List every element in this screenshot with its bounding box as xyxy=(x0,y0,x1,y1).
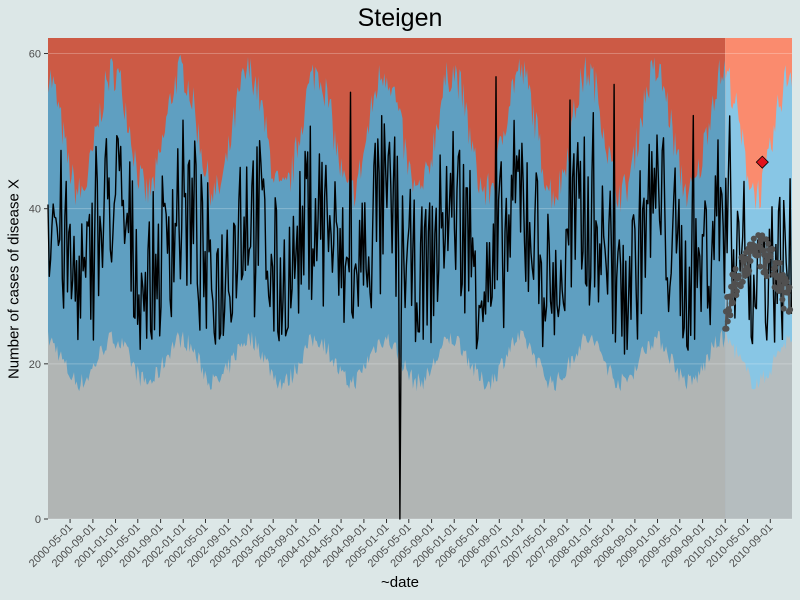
y-tick-label: 20 xyxy=(29,359,41,371)
forecast-point xyxy=(747,258,754,264)
forecast-point xyxy=(777,283,784,290)
y-tick-label: 0 xyxy=(35,514,41,526)
forecast-point xyxy=(726,293,733,300)
forecast-point xyxy=(727,312,734,319)
forecast-point xyxy=(731,280,738,287)
forecast-point xyxy=(763,236,770,243)
forecast-point xyxy=(762,268,769,275)
observed-series-tail xyxy=(749,178,793,345)
band-low-history xyxy=(48,329,726,519)
forecast-point xyxy=(746,267,753,274)
forecast-point xyxy=(739,278,746,285)
forecast-point xyxy=(761,252,768,258)
forecast-point xyxy=(759,247,766,254)
chart-title: Steigen xyxy=(357,4,443,32)
forecast-point xyxy=(787,306,794,313)
band-low-2010 xyxy=(725,331,792,519)
forecast-point xyxy=(754,252,761,259)
x-axis-title: ~date xyxy=(381,574,419,591)
forecast-point xyxy=(730,299,736,306)
y-tick-label: 40 xyxy=(29,204,41,216)
forecast-point xyxy=(772,264,779,271)
forecast-point xyxy=(779,296,786,303)
y-tick-label: 60 xyxy=(29,49,41,61)
alert-marker xyxy=(755,155,769,169)
forecast-point xyxy=(732,266,739,272)
observed-series-line xyxy=(47,76,752,520)
forecast-point xyxy=(767,253,774,260)
forecast-point xyxy=(750,235,757,242)
forecast-point xyxy=(780,305,787,312)
forecast-point xyxy=(759,232,766,239)
forecast-point xyxy=(765,240,772,247)
forecast-point xyxy=(786,284,793,291)
forecast-point xyxy=(757,263,764,270)
forecast-point xyxy=(764,257,771,264)
forecast-point xyxy=(724,318,731,325)
forecast-point xyxy=(733,288,740,295)
forecast-point xyxy=(763,273,770,280)
forecast-point xyxy=(735,272,742,279)
forecast-point xyxy=(783,278,790,285)
forecast-point xyxy=(776,259,783,266)
forecast-point xyxy=(723,325,730,332)
forecast-point xyxy=(726,307,733,314)
forecast-point xyxy=(769,246,776,253)
